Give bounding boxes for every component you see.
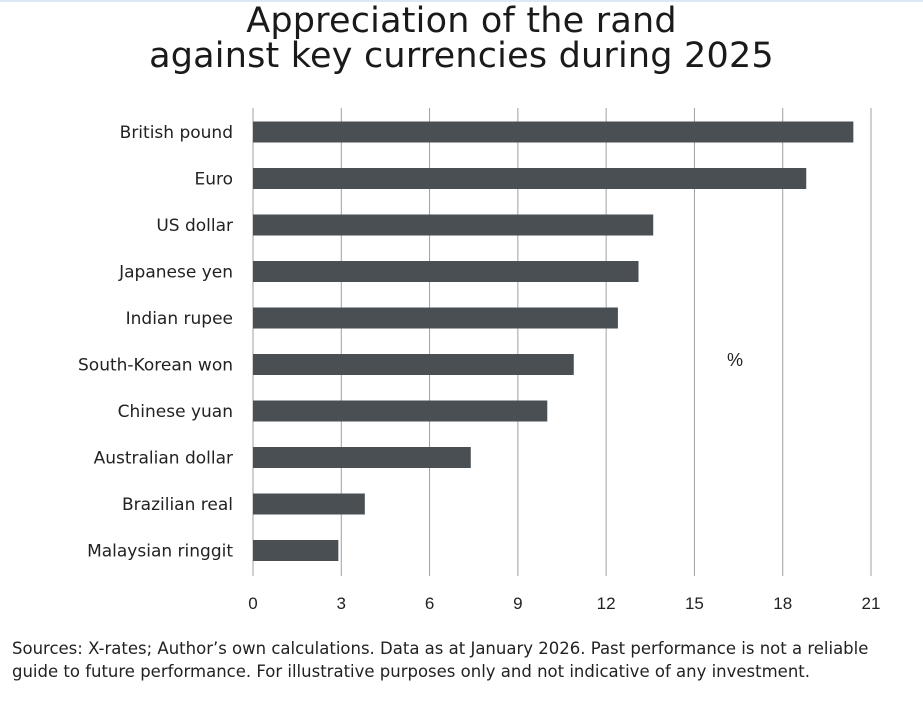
bar-chart: 0 3 6 9 12 15 18 21 British pound Euro US dollar Ja… xyxy=(78,108,881,613)
title-line-2: against key currencies during 2025 xyxy=(149,36,774,76)
category-label: Australian dollar xyxy=(94,449,233,469)
x-tick-label: 18 xyxy=(773,594,792,613)
top-border xyxy=(0,0,923,2)
x-tick-label: 6 xyxy=(425,594,434,613)
x-tick-label: 3 xyxy=(337,594,346,613)
category-label: US dollar xyxy=(156,216,233,236)
bar-euro xyxy=(253,168,807,189)
category-label: Euro xyxy=(194,170,233,190)
bar-malaysian-ringgit xyxy=(253,540,339,561)
bar-british-pound xyxy=(253,121,854,143)
x-tick-label: 12 xyxy=(597,594,616,613)
category-label: South-Korean won xyxy=(78,356,233,376)
x-tick-label: 0 xyxy=(248,594,257,613)
category-label: Japanese yen xyxy=(118,263,233,283)
category-label: Chinese yuan xyxy=(118,402,233,422)
x-tick-label: 21 xyxy=(862,594,881,613)
category-label: Malaysian ringgit xyxy=(87,542,233,562)
x-tick-label: 9 xyxy=(513,594,522,613)
unit-label: % xyxy=(727,350,743,370)
bar-japanese-yen xyxy=(253,261,639,282)
bar-south-korean-won xyxy=(253,354,574,375)
bar-chinese-yuan xyxy=(253,400,548,422)
category-label: Indian rupee xyxy=(126,309,233,329)
category-label: Brazilian real xyxy=(122,495,233,515)
bar-indian-rupee xyxy=(253,307,618,329)
bar-australian-dollar xyxy=(253,447,471,468)
category-label: British pound xyxy=(120,123,233,143)
bar-brazilian-real xyxy=(253,493,365,515)
footnote: Sources: X-rates; Author’s own calculati… xyxy=(12,639,869,681)
bar-us-dollar xyxy=(253,214,654,236)
x-tick-label: 15 xyxy=(685,594,704,613)
chart-title: Appreciation of the rand against key cur… xyxy=(0,4,923,74)
title-line-1: Appreciation of the rand xyxy=(246,1,677,41)
